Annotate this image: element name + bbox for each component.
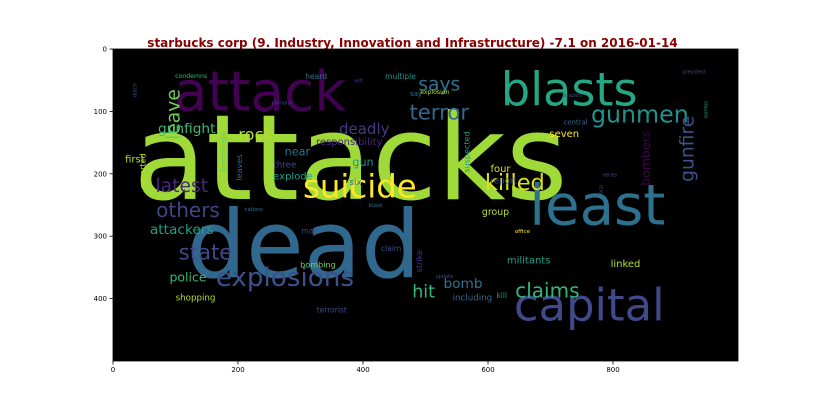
- word-dutch: dutch: [133, 83, 139, 97]
- word-killed: killed: [485, 170, 545, 196]
- word-four: four: [490, 164, 511, 175]
- word-gunmen: gunmen: [591, 101, 689, 129]
- word-least: least: [529, 174, 665, 239]
- x-tick-label: 0: [111, 366, 115, 374]
- word-terrorist: terrorist: [317, 305, 347, 314]
- x-tick-label: 600: [481, 366, 494, 374]
- word-strike: strike: [414, 250, 424, 272]
- word-hit: hit: [412, 282, 435, 302]
- word-dead: dead: [187, 191, 421, 300]
- x-tick-label: 400: [356, 366, 369, 374]
- word-condemns: condemns: [175, 73, 207, 80]
- word-attacks: attacks: [133, 89, 567, 227]
- y-tick-label: 400: [94, 295, 107, 303]
- word-linked: linked: [611, 259, 641, 270]
- word-bombing: bombing: [300, 259, 336, 269]
- word-capital: capital: [514, 278, 665, 331]
- word-gun: gun: [352, 156, 373, 169]
- y-tick-label: 0: [103, 46, 107, 54]
- y-tick-label: 200: [94, 170, 107, 178]
- word-militants: militants: [507, 256, 551, 267]
- x-tick-label: 800: [606, 366, 619, 374]
- word-explosions: explosions: [216, 263, 354, 293]
- word-civilians: civilians: [272, 100, 292, 106]
- word-suspected: suspected: [462, 131, 472, 172]
- word-bombs: bombs: [704, 101, 710, 118]
- word-attackers: attackers: [150, 222, 214, 238]
- word-rock: rock: [238, 125, 273, 144]
- word-blast: blast: [369, 203, 383, 209]
- word-gunfight: gunfight: [158, 121, 216, 137]
- word-deadly: deadly: [339, 120, 390, 138]
- word-others: others: [156, 198, 220, 222]
- word-group: group: [482, 207, 509, 218]
- word-near: near: [285, 145, 311, 158]
- y-tick-label: 100: [94, 108, 107, 116]
- word-state: state: [179, 239, 233, 264]
- word-first: first: [125, 155, 145, 166]
- word-bombers: bombers: [638, 131, 653, 186]
- word-asp: asp: [599, 185, 605, 194]
- word-update: update: [435, 274, 453, 280]
- word-office: office: [515, 229, 531, 235]
- word-claims: claims: [515, 278, 579, 302]
- word-terror: terror: [409, 100, 469, 125]
- word-leave: leave: [164, 89, 185, 140]
- word-president: president: [682, 70, 706, 76]
- word-bombings: bombings: [218, 132, 228, 172]
- chart-title: starbucks corp (9. Industry, Innovation …: [147, 36, 678, 50]
- x-tick-label: 200: [231, 366, 244, 374]
- word-three: three: [273, 161, 296, 171]
- word-multiple: multiple: [385, 72, 416, 81]
- word-series: series: [602, 173, 617, 179]
- word-man: man: [302, 227, 319, 236]
- word-says: says: [418, 75, 460, 96]
- word-central: central: [563, 119, 587, 127]
- word-suicide: suicide: [303, 167, 417, 205]
- word-heard: heard: [305, 72, 327, 81]
- word-reported: reported: [137, 153, 147, 188]
- word-bomb: bomb: [443, 276, 482, 292]
- word-kill: kill: [496, 291, 507, 300]
- plot-area: [112, 48, 739, 362]
- word-report: report: [490, 176, 517, 186]
- word-six: six: [349, 178, 361, 188]
- axes: 0 200 400 600 800 0 100 200 300 400: [94, 46, 620, 375]
- word-seven: seven: [549, 129, 579, 140]
- word-leaves: leaves: [234, 154, 244, 180]
- word-shopping: shopping: [176, 294, 216, 304]
- word-left: left: [354, 78, 364, 84]
- word-attack: attack: [174, 59, 346, 123]
- word-explosion: explosion: [420, 89, 450, 96]
- word-gunfire: gunfire: [678, 116, 699, 182]
- word-nations: nations: [244, 207, 263, 213]
- word-responsibility: responsibility: [316, 137, 383, 148]
- word-blasts: blasts: [501, 63, 638, 117]
- word-say: say: [410, 90, 422, 98]
- word-latest: latest: [155, 176, 208, 197]
- word-claim: claim: [381, 244, 401, 253]
- word-including: including: [453, 294, 493, 304]
- y-tick-label: 300: [94, 233, 107, 241]
- word-brazen: brazen: [563, 93, 583, 99]
- word-explode: explode: [273, 171, 313, 182]
- word-police: police: [169, 269, 206, 284]
